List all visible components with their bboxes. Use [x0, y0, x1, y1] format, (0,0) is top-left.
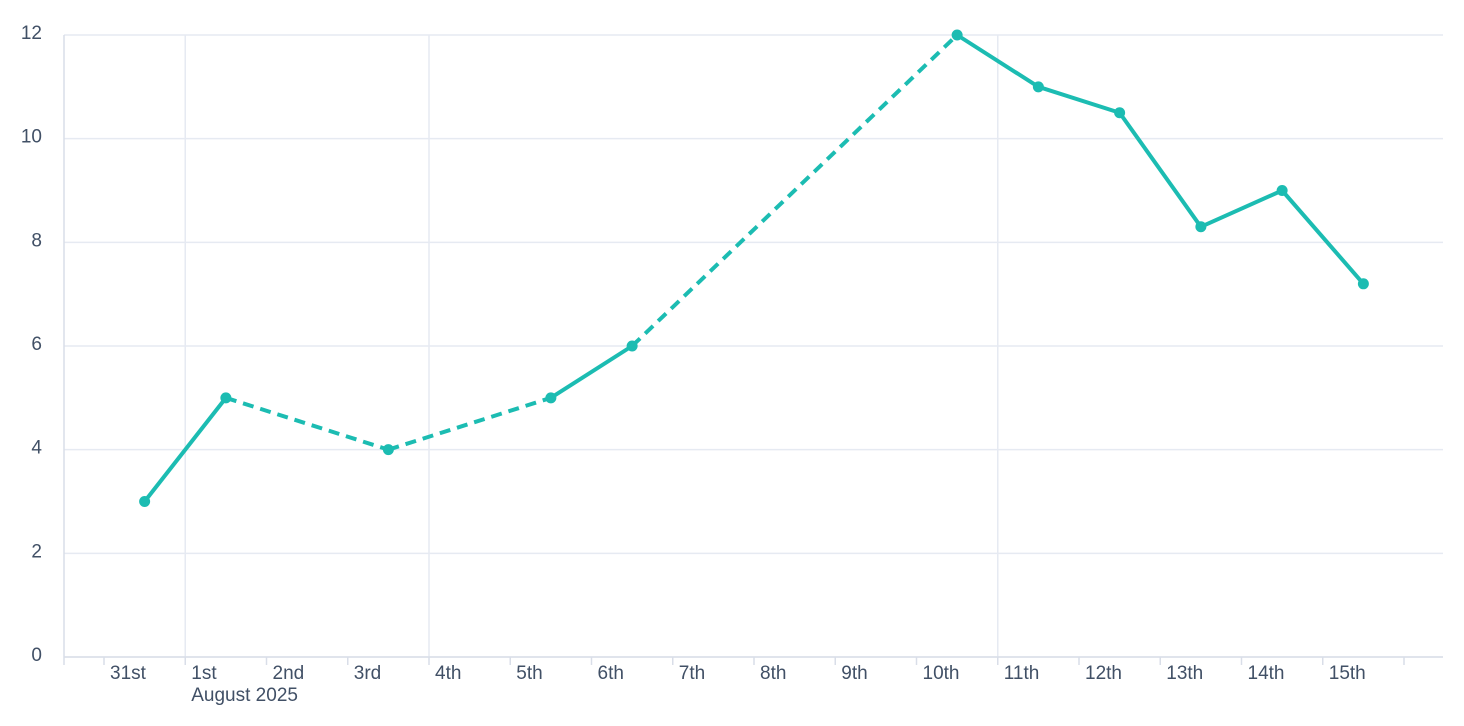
x-tick-label: 3rd — [354, 663, 381, 684]
x-tick-label: 12th — [1085, 663, 1122, 684]
x-tick-label: 2nd — [273, 663, 305, 684]
x-tick-label: 10th — [923, 663, 960, 684]
x-tick-label: 11th — [1004, 663, 1040, 684]
y-tick-label: 0 — [31, 645, 42, 666]
x-tick-label: 9th — [841, 663, 867, 684]
series-segment-dashed — [387, 395, 552, 452]
series-segment-solid — [1117, 110, 1203, 229]
data-point-marker[interactable] — [139, 496, 151, 507]
data-point-marker[interactable] — [1276, 185, 1288, 196]
series-segment-solid — [1036, 84, 1122, 115]
x-tick-label: 4th — [435, 663, 461, 684]
x-tick-label: 1st — [191, 663, 217, 684]
x-tick-label: 5th — [516, 663, 542, 684]
y-tick-label: 6 — [31, 334, 42, 355]
data-point-marker[interactable] — [382, 444, 394, 456]
data-point-marker[interactable] — [220, 392, 232, 404]
data-point-marker[interactable] — [1195, 221, 1207, 233]
data-point-marker[interactable] — [1357, 278, 1369, 290]
data-point-marker[interactable] — [545, 392, 557, 404]
data-point-marker[interactable] — [626, 340, 638, 352]
series-segment-solid — [548, 344, 635, 400]
series-segment-solid — [142, 395, 228, 504]
x-tick-label: 31st — [110, 663, 147, 684]
data-point-marker[interactable] — [1032, 81, 1044, 93]
y-tick-label: 2 — [31, 541, 42, 562]
y-tick-label: 10 — [21, 127, 42, 148]
x-tick-label: 8th — [760, 663, 786, 684]
y-tick-label: 12 — [21, 23, 42, 44]
series-segment-dashed — [225, 395, 389, 452]
x-tick-label: 13th — [1166, 663, 1203, 684]
x-tick-label: 7th — [679, 663, 705, 684]
y-tick-label: 8 — [31, 230, 42, 251]
series-segment-solid — [1198, 188, 1285, 229]
series-segment-solid — [955, 33, 1041, 89]
x-tick-label: 15th — [1329, 663, 1366, 684]
y-tick-label: 4 — [31, 438, 42, 459]
data-point-marker[interactable] — [1114, 107, 1126, 119]
series-segment-dashed — [630, 33, 959, 348]
series-segment-solid — [1280, 188, 1366, 286]
data-point-marker[interactable] — [951, 29, 963, 41]
x-tick-label: 14th — [1248, 663, 1285, 684]
x-tick-label: 6th — [598, 663, 624, 684]
x-axis-month-label: August 2025 — [191, 685, 298, 706]
